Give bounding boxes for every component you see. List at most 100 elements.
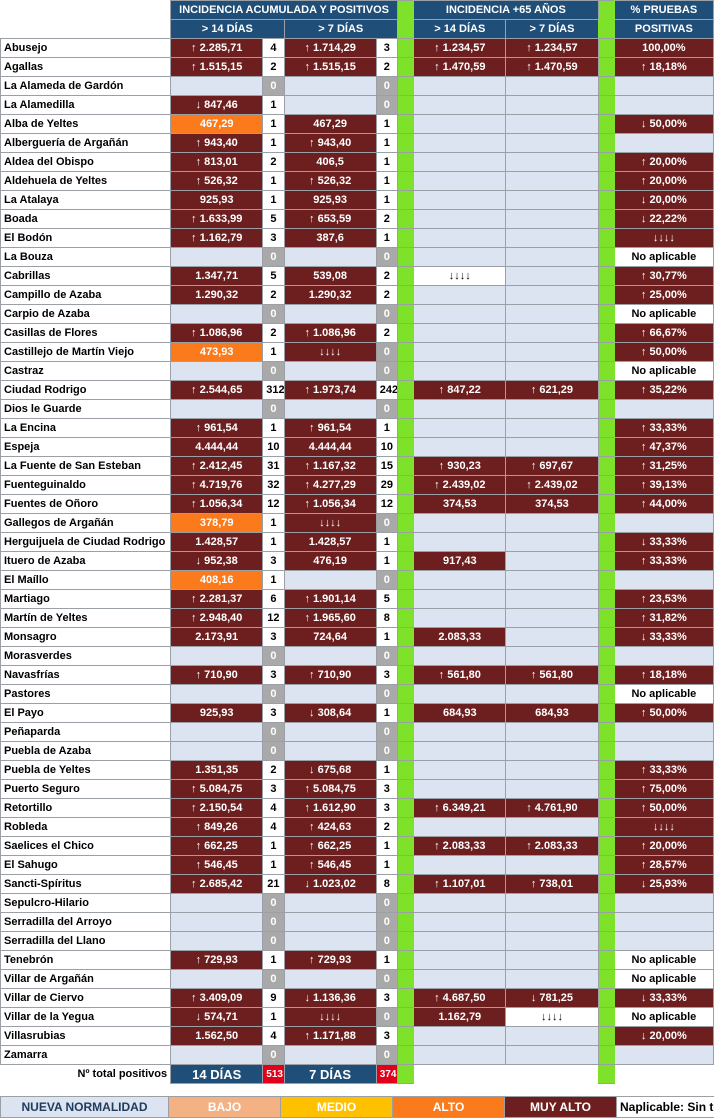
positives-7d: 1: [376, 628, 397, 647]
divider: [398, 780, 414, 799]
incidence-14d: ↑ 2.150,54: [171, 799, 263, 818]
municipality-name: La Atalaya: [1, 191, 171, 210]
incidence-14d: ↑ 2.685,42: [171, 875, 263, 894]
positives-7d: 1: [376, 837, 397, 856]
incidence-14d: 1.351,35: [171, 761, 263, 780]
divider: [398, 723, 414, 742]
divider: [598, 77, 614, 96]
municipality-name: Sepulcro-Hilario: [1, 894, 171, 913]
divider: [598, 647, 614, 666]
positive-tests-pct: [614, 932, 713, 951]
divider: [598, 39, 614, 58]
incidence-65-7d: [506, 951, 598, 970]
positives-14d: 1: [263, 419, 284, 438]
divider: [598, 837, 614, 856]
incidence-14d: [171, 932, 263, 951]
incidence-65-14d: [414, 514, 506, 533]
positives-7d: 2: [376, 267, 397, 286]
incidence-65-7d: [506, 514, 598, 533]
positives-14d: 1: [263, 96, 284, 115]
incidence-7d: ↓ 1.136,36: [284, 989, 376, 1008]
incidence-65-7d: [506, 229, 598, 248]
positive-tests-pct: ↓↓↓↓: [614, 818, 713, 837]
header-ia-7: > 7 DÍAS: [284, 20, 397, 39]
incidence-65-14d: [414, 951, 506, 970]
divider: [598, 1046, 614, 1065]
incidence-14d: 1.562,50: [171, 1027, 263, 1046]
positives-14d: 0: [263, 305, 284, 324]
incidence-14d: ↑ 813,01: [171, 153, 263, 172]
positives-7d: 10: [376, 438, 397, 457]
divider: [598, 742, 614, 761]
positives-7d: 0: [376, 742, 397, 761]
positives-14d: 0: [263, 647, 284, 666]
divider: [398, 248, 414, 267]
positives-7d: 1: [376, 533, 397, 552]
positive-tests-pct: ↑ 31,25%: [614, 457, 713, 476]
incidence-14d: [171, 970, 263, 989]
incidence-14d: ↑ 2.948,40: [171, 609, 263, 628]
incidence-65-14d: ↓↓↓↓: [414, 267, 506, 286]
incidence-7d: ↑ 546,45: [284, 856, 376, 875]
incidence-14d: ↑ 2.412,45: [171, 457, 263, 476]
incidence-65-7d: [506, 77, 598, 96]
incidence-14d: 1.290,32: [171, 286, 263, 305]
incidence-7d: 1.428,57: [284, 533, 376, 552]
positive-tests-pct: No aplicable: [614, 248, 713, 267]
positive-tests-pct: ↑ 31,82%: [614, 609, 713, 628]
incidence-65-7d: [506, 400, 598, 419]
municipality-name: Ituero de Azaba: [1, 552, 171, 571]
municipality-name: Villar de Ciervo: [1, 989, 171, 1008]
positives-14d: 10: [263, 438, 284, 457]
divider: [598, 267, 614, 286]
municipality-name: Martín de Yeltes: [1, 609, 171, 628]
divider: [598, 96, 614, 115]
incidence-65-7d: [506, 115, 598, 134]
positive-tests-pct: [614, 571, 713, 590]
incidence-7d: [284, 96, 376, 115]
incidence-65-14d: [414, 571, 506, 590]
positive-tests-pct: ↑ 50,00%: [614, 799, 713, 818]
divider: [598, 704, 614, 723]
incidence-14d: [171, 894, 263, 913]
positive-tests-pct: ↑ 39,13%: [614, 476, 713, 495]
incidence-7d: ↓↓↓↓: [284, 514, 376, 533]
incidence-65-14d: 684,93: [414, 704, 506, 723]
incidence-14d: 925,93: [171, 191, 263, 210]
incidence-7d: ↑ 729,93: [284, 951, 376, 970]
legend: NUEVA NORMALIDAD BAJO MEDIO ALTO MUY ALT…: [0, 1096, 714, 1118]
positive-tests-pct: ↓ 33,33%: [614, 533, 713, 552]
incidence-7d: ↑ 4.277,29: [284, 476, 376, 495]
municipality-name: Monsagro: [1, 628, 171, 647]
incidence-65-14d: [414, 153, 506, 172]
divider: [398, 932, 414, 951]
incidence-14d: ↑ 2.544,65: [171, 381, 263, 400]
incidence-7d: [284, 400, 376, 419]
incidence-7d: [284, 894, 376, 913]
municipality-name: Serradilla del Arroyo: [1, 913, 171, 932]
incidence-65-7d: ↑ 697,67: [506, 457, 598, 476]
divider: [398, 77, 414, 96]
divider: [398, 495, 414, 514]
incidence-65-7d: ↑ 1.234,57: [506, 39, 598, 58]
divider: [398, 134, 414, 153]
incidence-65-14d: [414, 856, 506, 875]
positives-14d: 1: [263, 172, 284, 191]
municipality-name: Pastores: [1, 685, 171, 704]
municipality-name: El Bodón: [1, 229, 171, 248]
divider: [398, 837, 414, 856]
positives-14d: 32: [263, 476, 284, 495]
incidence-7d: ↑ 1.086,96: [284, 324, 376, 343]
positives-7d: 12: [376, 495, 397, 514]
incidence-65-14d: [414, 780, 506, 799]
municipality-name: Ciudad Rodrigo: [1, 381, 171, 400]
